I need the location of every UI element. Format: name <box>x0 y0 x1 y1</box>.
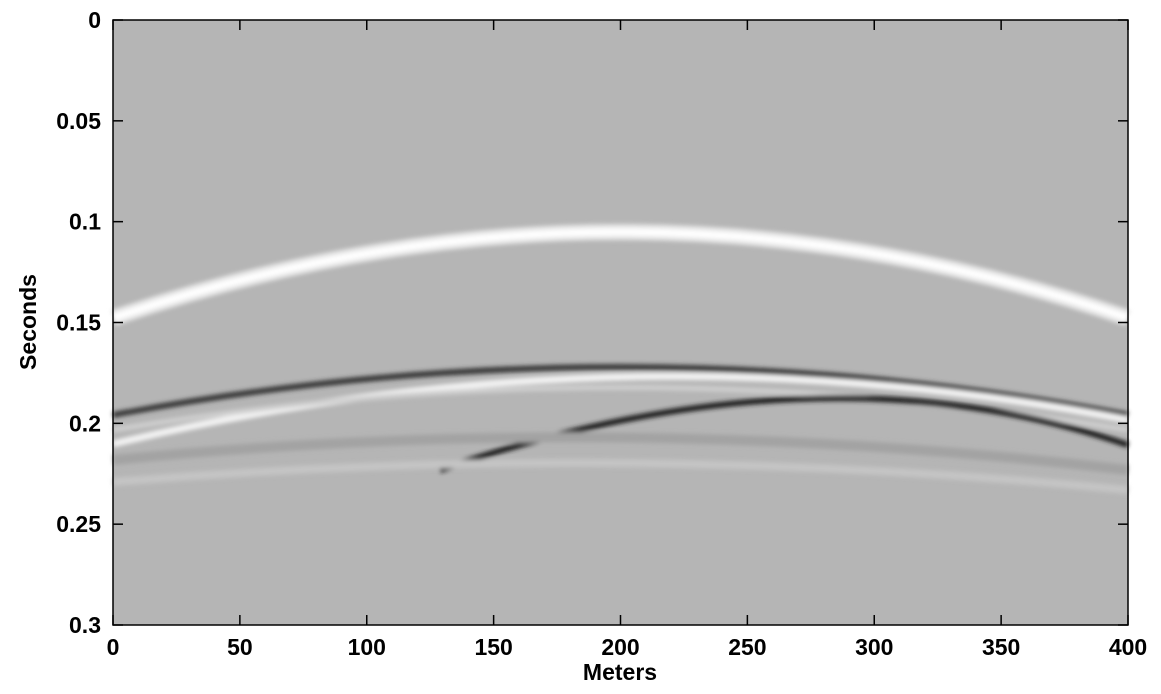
y-axis-label: Seconds <box>15 274 41 370</box>
x-tick-label: 400 <box>1109 634 1147 660</box>
y-tick-label: 0.15 <box>56 310 101 336</box>
x-tick-label: 200 <box>601 634 639 660</box>
event-white <box>111 228 1130 322</box>
y-tick-label: 0 <box>88 7 101 33</box>
event-dark <box>112 364 1129 418</box>
x-tick-label: 250 <box>728 634 766 660</box>
x-tick-label: 100 <box>348 634 386 660</box>
x-tick-label: 150 <box>474 634 512 660</box>
y-tick-label: 0.25 <box>56 511 101 537</box>
y-tick-label: 0.3 <box>69 612 101 638</box>
event-faint <box>112 458 1129 494</box>
y-tick-label: 0.2 <box>69 410 101 436</box>
x-tick-label: 50 <box>227 634 253 660</box>
x-tick-label: 300 <box>855 634 893 660</box>
y-tick-label: 0.05 <box>56 108 101 134</box>
event-faint <box>112 432 1129 475</box>
x-tick-label: 350 <box>982 634 1020 660</box>
y-tick-label: 0.1 <box>69 209 101 235</box>
event-white <box>112 372 1129 448</box>
x-tick-label: 0 <box>107 634 120 660</box>
x-axis-label: Meters <box>583 659 657 685</box>
image-background <box>113 20 1128 625</box>
seismic-events <box>110 224 1131 494</box>
